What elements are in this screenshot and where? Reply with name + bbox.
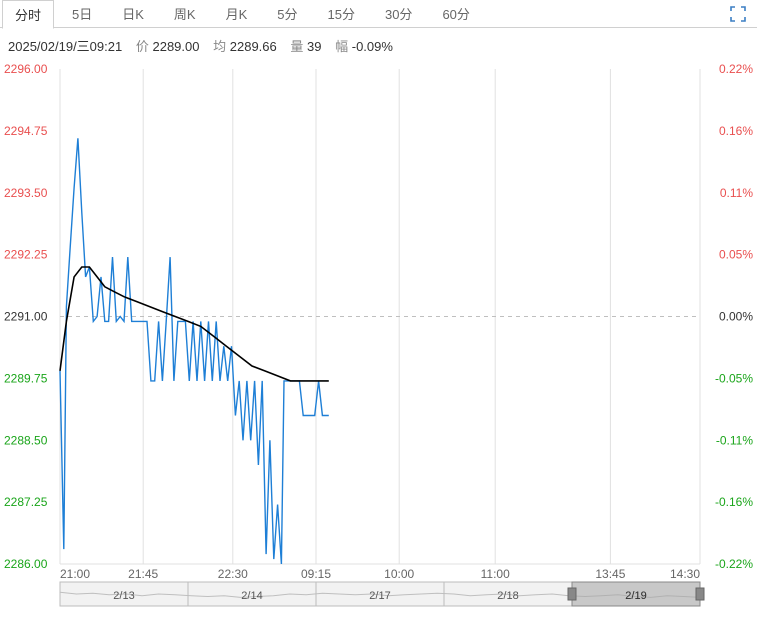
svg-text:0.22%: 0.22% (719, 62, 753, 76)
svg-text:2286.00: 2286.00 (4, 557, 48, 571)
svg-text:2/19: 2/19 (625, 590, 646, 602)
svg-text:14:30: 14:30 (670, 567, 700, 579)
svg-text:2288.50: 2288.50 (4, 433, 48, 447)
info-row: 2025/02/19/三09:21 价 2289.00 均 2289.66 量 … (0, 28, 757, 59)
svg-text:-0.22%: -0.22% (715, 557, 753, 571)
navigator-area[interactable]: 2/132/142/172/182/192/19 (0, 579, 757, 609)
svg-text:10:00: 10:00 (384, 567, 414, 579)
fullscreen-icon[interactable] (729, 5, 747, 23)
svg-text:0.00%: 0.00% (719, 310, 753, 324)
info-vol-label: 量 (290, 39, 303, 54)
tab-5min[interactable]: 5分 (265, 0, 309, 27)
svg-text:21:45: 21:45 (128, 567, 158, 579)
svg-text:2292.25: 2292.25 (4, 248, 48, 262)
info-vol: 39 (307, 39, 321, 54)
info-price-label: 价 (136, 39, 149, 54)
svg-text:2/18: 2/18 (497, 590, 518, 602)
chart-area[interactable]: 2296.00 0.22% 2294.75 0.16% 2293.50 0.11% 2292… (0, 59, 757, 579)
svg-text:2294.75: 2294.75 (4, 124, 48, 138)
svg-text:-0.11%: -0.11% (716, 433, 753, 447)
info-price: 2289.00 (152, 39, 199, 54)
svg-text:22:30: 22:30 (218, 567, 248, 579)
info-datetime: 2025/02/19/三09:21 (8, 39, 122, 54)
svg-text:2289.75: 2289.75 (4, 371, 48, 385)
svg-text:09:15: 09:15 (301, 567, 331, 579)
svg-text:0.16%: 0.16% (719, 124, 753, 138)
chart-svg: 2296.00 0.22% 2294.75 0.16% 2293.50 0.11% 2292… (0, 59, 757, 579)
tab-day-k[interactable]: 日K (110, 0, 156, 27)
svg-text:0.05%: 0.05% (719, 248, 753, 262)
svg-text:2287.25: 2287.25 (4, 495, 48, 509)
tab-week-k[interactable]: 周K (162, 0, 208, 27)
svg-text:0.11%: 0.11% (720, 186, 753, 200)
info-amp: -0.09% (352, 39, 393, 54)
svg-text:2293.50: 2293.50 (4, 186, 48, 200)
svg-text:2/17: 2/17 (369, 590, 390, 602)
tab-60min[interactable]: 60分 (430, 0, 481, 27)
tab-bar: 分时 5日 日K 周K 月K 5分 15分 30分 60分 (0, 0, 757, 28)
info-amp-label: 幅 (335, 39, 348, 54)
svg-text:-0.16%: -0.16% (715, 495, 753, 509)
tab-fenshi[interactable]: 分时 (2, 0, 54, 29)
svg-text:2/14: 2/14 (241, 590, 262, 602)
tab-5day[interactable]: 5日 (60, 0, 104, 27)
navigator-svg: 2/132/142/172/182/192/19 (0, 579, 757, 609)
tab-30min[interactable]: 30分 (373, 0, 424, 27)
info-avg: 2289.66 (230, 39, 277, 54)
svg-text:21:00: 21:00 (60, 567, 90, 579)
tab-15min[interactable]: 15分 (316, 0, 367, 27)
svg-text:2291.00: 2291.00 (4, 310, 48, 324)
info-avg-label: 均 (213, 39, 226, 54)
svg-text:-0.05%: -0.05% (715, 371, 753, 385)
svg-text:2/13: 2/13 (113, 590, 134, 602)
svg-text:13:45: 13:45 (595, 567, 625, 579)
svg-text:11:00: 11:00 (481, 567, 510, 579)
tab-month-k[interactable]: 月K (214, 0, 260, 27)
svg-text:2296.00: 2296.00 (4, 62, 48, 76)
